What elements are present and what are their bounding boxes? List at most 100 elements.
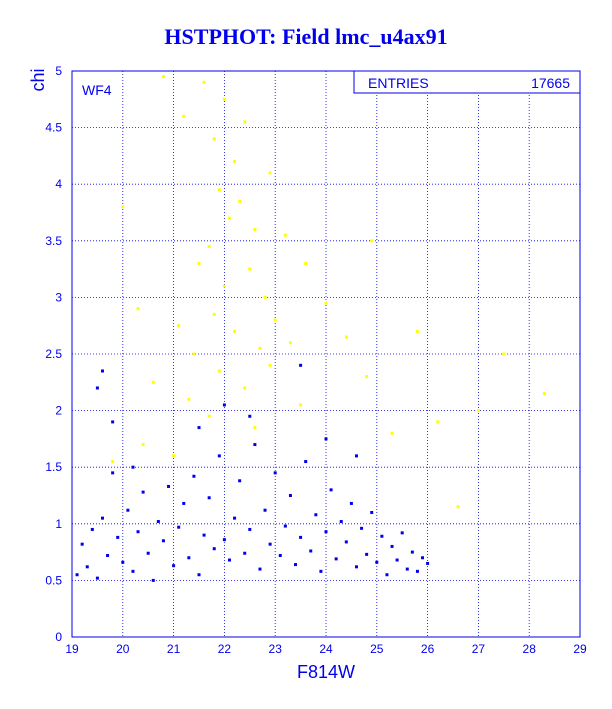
data-point-yellow	[248, 267, 252, 271]
data-points	[75, 75, 546, 582]
data-point-yellow	[365, 375, 369, 379]
data-point-yellow	[233, 329, 237, 333]
data-point-blue	[156, 520, 160, 524]
data-point-blue	[106, 553, 110, 557]
data-point-yellow	[390, 431, 394, 435]
data-point-blue	[426, 561, 430, 565]
data-point-blue	[111, 420, 115, 424]
stats-value: 17665	[531, 75, 570, 91]
data-point-yellow	[141, 443, 145, 447]
data-point-blue	[116, 535, 120, 539]
data-point-blue	[85, 565, 89, 569]
x-tick-label: 23	[269, 642, 283, 656]
data-point-blue	[167, 484, 171, 488]
data-point-blue	[197, 573, 201, 577]
y-tick-label: 4.5	[45, 121, 62, 135]
data-point-blue	[375, 560, 379, 564]
data-point-yellow	[192, 352, 196, 356]
data-point-yellow	[258, 346, 262, 350]
y-tick-label: 5	[55, 64, 62, 78]
data-point-blue	[95, 576, 99, 580]
data-point-blue	[268, 542, 272, 546]
y-tick-label: 3.5	[45, 234, 62, 248]
chart-title: HSTPHOT: Field lmc_u4ax91	[164, 24, 448, 49]
data-point-blue	[349, 501, 353, 505]
data-point-blue	[161, 539, 165, 543]
data-point-blue	[314, 513, 318, 517]
data-point-blue	[192, 474, 196, 478]
data-point-blue	[100, 369, 104, 373]
data-point-blue	[299, 535, 303, 539]
y-tick-label: 0	[55, 630, 62, 644]
data-point-blue	[304, 460, 308, 464]
data-point-blue	[294, 563, 298, 567]
y-tick-label: 2.5	[45, 347, 62, 361]
data-point-blue	[197, 426, 201, 430]
data-point-blue	[309, 549, 313, 553]
data-point-blue	[111, 471, 115, 475]
data-point-yellow	[222, 97, 226, 101]
data-point-blue	[121, 560, 125, 564]
data-point-blue	[324, 530, 328, 534]
data-point-yellow	[476, 409, 480, 413]
data-point-blue	[151, 578, 155, 582]
data-point-blue	[273, 471, 277, 475]
data-point-yellow	[172, 454, 176, 458]
data-point-blue	[390, 544, 394, 548]
data-point-yellow	[263, 295, 267, 299]
data-point-blue	[400, 531, 404, 535]
data-point-yellow	[238, 199, 242, 203]
data-point-blue	[278, 553, 282, 557]
data-point-blue	[354, 454, 358, 458]
data-point-yellow	[288, 341, 292, 345]
data-point-yellow	[202, 80, 206, 84]
data-point-blue	[405, 567, 409, 571]
data-point-yellow	[217, 369, 221, 373]
data-point-blue	[75, 573, 79, 577]
data-point-blue	[187, 556, 191, 560]
data-point-blue	[329, 488, 333, 492]
data-point-yellow	[502, 352, 506, 356]
data-point-yellow	[207, 244, 211, 248]
x-tick-label: 26	[421, 642, 435, 656]
data-point-yellow	[273, 318, 277, 322]
data-point-blue	[207, 496, 211, 500]
y-tick-label: 4	[55, 177, 62, 191]
data-point-blue	[95, 386, 99, 390]
data-point-yellow	[268, 171, 272, 175]
data-point-yellow	[197, 261, 201, 265]
x-tick-label: 21	[167, 642, 181, 656]
x-tick-label: 20	[116, 642, 130, 656]
data-point-yellow	[136, 307, 140, 311]
data-point-yellow	[161, 75, 165, 79]
data-point-yellow	[121, 205, 125, 209]
y-axis-label: chi	[28, 68, 48, 91]
data-point-blue	[263, 508, 267, 512]
data-point-blue	[227, 558, 231, 562]
data-point-blue	[319, 569, 323, 573]
x-tick-label: 28	[523, 642, 537, 656]
stats-box: ENTRIES 17665	[353, 70, 581, 94]
data-point-blue	[172, 564, 176, 568]
data-point-blue	[354, 565, 358, 569]
panel-label: WF4	[82, 82, 112, 98]
data-point-yellow	[436, 420, 440, 424]
data-point-yellow	[222, 284, 226, 288]
data-point-blue	[131, 465, 135, 469]
data-point-yellow	[542, 392, 546, 396]
data-point-blue	[253, 443, 257, 447]
data-point-blue	[380, 534, 384, 538]
data-point-blue	[385, 573, 389, 577]
data-point-yellow	[299, 403, 303, 407]
data-point-yellow	[227, 216, 231, 220]
data-point-blue	[243, 551, 247, 555]
data-point-yellow	[182, 114, 186, 118]
data-point-blue	[248, 527, 252, 531]
data-point-yellow	[268, 363, 272, 367]
data-point-blue	[141, 490, 145, 494]
data-point-blue	[100, 516, 104, 520]
plot-frame	[71, 70, 581, 638]
data-point-yellow	[217, 188, 221, 192]
data-point-blue	[146, 551, 150, 555]
data-point-blue	[217, 454, 221, 458]
